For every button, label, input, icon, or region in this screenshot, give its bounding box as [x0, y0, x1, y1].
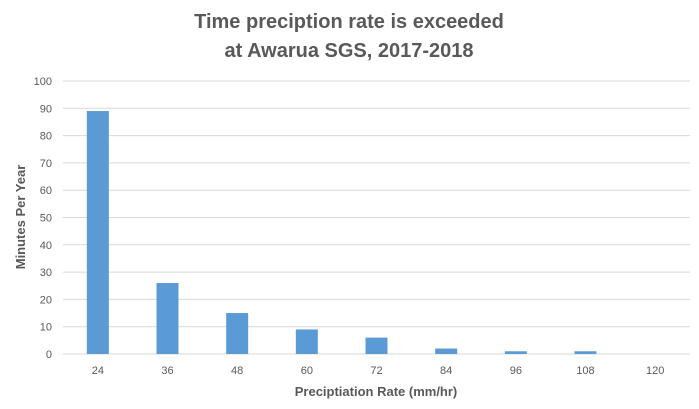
y-tick-label: 70	[40, 158, 52, 170]
x-tick-label: 36	[161, 365, 173, 377]
x-tick-label: 72	[370, 365, 382, 377]
x-tick-label: 120	[646, 365, 664, 377]
y-tick-label: 50	[40, 213, 52, 225]
bar-36	[156, 283, 179, 354]
x-tick-label: 84	[440, 365, 452, 377]
x-tick-label: 60	[301, 365, 313, 377]
bar-108	[574, 351, 597, 354]
x-axis-label: Preciptiation Rate (mm/hr)	[295, 384, 458, 399]
y-tick-label: 20	[40, 294, 52, 306]
bar-24	[86, 111, 109, 354]
y-tick-label: 90	[40, 103, 52, 115]
bar-48	[226, 313, 249, 354]
x-axis-ticks: 24 36 48 60 72 84 96 108 120	[92, 365, 665, 377]
bar-96	[504, 351, 527, 354]
chart-title-line-2: at Awarua SGS, 2017-2018	[224, 40, 473, 62]
y-tick-label: 10	[40, 322, 52, 334]
y-axis-label: Minutes Per Year	[13, 165, 28, 270]
bar-84	[435, 348, 458, 354]
y-tick-label: 60	[40, 185, 52, 197]
y-tick-label: 80	[40, 131, 52, 143]
x-tick-label: 24	[92, 365, 104, 377]
y-tick-label: 0	[46, 349, 52, 361]
y-tick-label: 30	[40, 267, 52, 279]
chart-title-line-1: Time preciption rate is exceeded	[194, 11, 504, 33]
bar-72	[365, 337, 388, 354]
y-tick-label: 100	[34, 76, 52, 88]
x-tick-label: 108	[576, 365, 594, 377]
bar-60	[295, 329, 318, 354]
bars	[86, 111, 597, 354]
x-tick-label: 48	[231, 365, 243, 377]
x-tick-label: 96	[510, 365, 522, 377]
y-axis-ticks: 0 10 20 30 40 50 60 70 80 90 100	[34, 76, 52, 361]
y-tick-label: 40	[40, 240, 52, 252]
